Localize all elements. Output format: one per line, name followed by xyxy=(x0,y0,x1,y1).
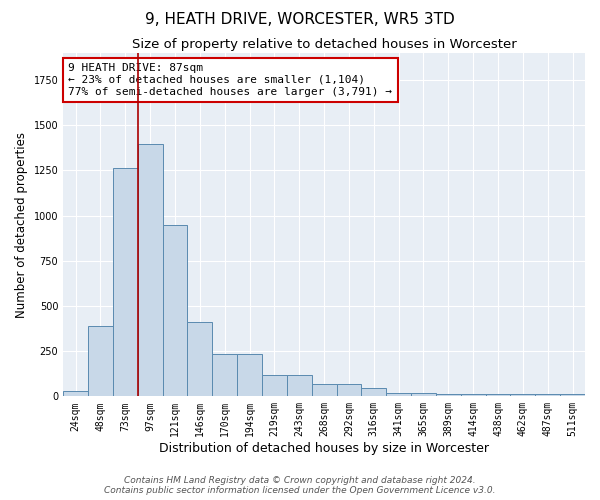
Bar xyxy=(88,326,113,396)
Text: Contains HM Land Registry data © Crown copyright and database right 2024.
Contai: Contains HM Land Registry data © Crown c… xyxy=(104,476,496,495)
Bar xyxy=(212,354,237,397)
Bar xyxy=(386,392,411,396)
X-axis label: Distribution of detached houses by size in Worcester: Distribution of detached houses by size … xyxy=(159,442,489,455)
Title: Size of property relative to detached houses in Worcester: Size of property relative to detached ho… xyxy=(132,38,517,51)
Bar xyxy=(436,394,461,396)
Bar xyxy=(237,354,262,397)
Y-axis label: Number of detached properties: Number of detached properties xyxy=(15,132,28,318)
Bar xyxy=(311,384,337,396)
Bar xyxy=(411,392,436,396)
Bar xyxy=(485,394,511,396)
Bar xyxy=(262,374,287,396)
Bar xyxy=(163,224,187,396)
Bar xyxy=(361,388,386,396)
Bar xyxy=(511,394,535,396)
Bar xyxy=(461,394,485,396)
Bar xyxy=(138,144,163,396)
Bar xyxy=(560,394,585,396)
Text: 9, HEATH DRIVE, WORCESTER, WR5 3TD: 9, HEATH DRIVE, WORCESTER, WR5 3TD xyxy=(145,12,455,28)
Bar xyxy=(287,374,311,396)
Text: 9 HEATH DRIVE: 87sqm
← 23% of detached houses are smaller (1,104)
77% of semi-de: 9 HEATH DRIVE: 87sqm ← 23% of detached h… xyxy=(68,64,392,96)
Bar xyxy=(187,322,212,396)
Bar xyxy=(113,168,138,396)
Bar xyxy=(337,384,361,396)
Bar xyxy=(63,391,88,396)
Bar xyxy=(535,394,560,396)
